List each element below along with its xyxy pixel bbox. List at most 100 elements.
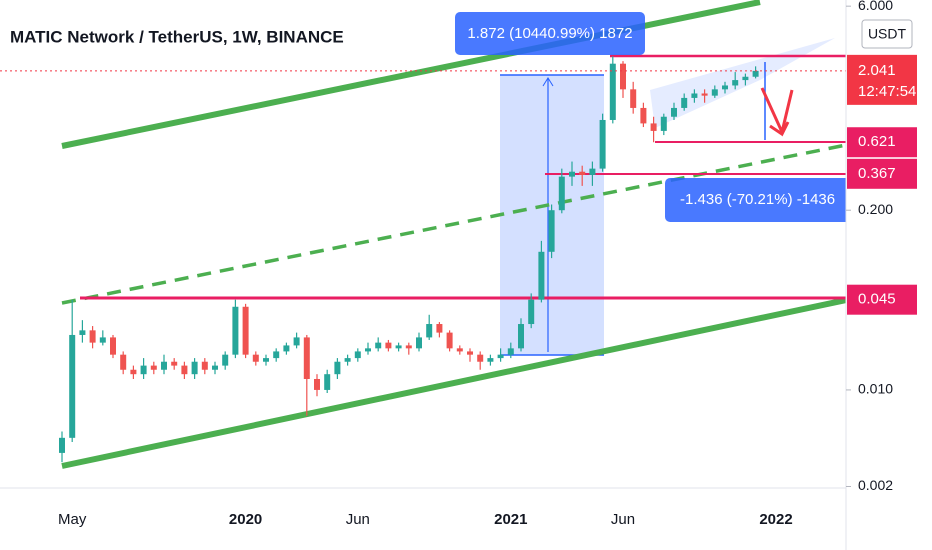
y-tick-label: 0.010 [858,381,893,397]
x-tick-label: May [58,511,87,528]
candle-body [660,116,667,131]
candle-body [59,437,65,453]
red-arrow [760,87,794,137]
last-price-badge [847,54,917,105]
candle-body [446,332,453,349]
candle-body [293,337,300,346]
candle-body [579,171,586,175]
annotation-box [455,12,645,55]
candle-body [181,365,188,375]
candle-body [620,63,626,90]
candle-body [385,342,392,349]
candle-body [507,348,514,355]
candle-body [89,330,96,343]
x-tick-label: 2020 [229,511,262,528]
candle-body [171,361,178,366]
drawings: 1.872 (10440.99%) 1872 -1.436 (-70.21%) … [0,0,846,469]
candle-body [252,354,259,362]
candle-body [436,324,443,333]
y-tick-label: 0.002 [858,477,893,493]
candle-body [201,361,208,370]
chart-title: MATIC Network / TetherUS, 1W, BINANCE [10,27,344,46]
candle-body [518,324,524,349]
candle-body [314,378,320,390]
candle-body [99,337,106,343]
annotation-box [665,178,846,222]
candle-body [426,324,433,338]
candle-body [79,330,86,335]
candle-body [334,361,341,375]
candle-body [558,176,565,211]
candle-body [742,76,749,81]
price-badge [847,284,917,315]
candle-body [722,85,728,90]
price-badge-label: 0.045 [858,291,896,308]
candle-body [416,337,422,349]
candle-body [609,63,616,120]
trend-line [61,297,846,469]
candle-body [548,210,555,252]
candle-body [120,354,127,370]
candle-body [273,351,280,359]
candle-body [354,351,361,359]
candle-body [110,337,116,355]
price-badge-label: 0.621 [858,133,896,150]
annotation: 1.872 (10440.99%) 1872 [467,25,632,42]
candle-body [232,306,239,355]
last-price-label: 2.041 [858,62,896,79]
candle-body [405,345,412,349]
candle-body [395,345,402,349]
candle-body [528,299,535,325]
candle-body [467,351,473,355]
candle-body [212,365,218,370]
candle-body [191,361,198,375]
currency[interactable]: USDT [868,26,907,42]
candle-body [69,334,76,438]
candle-body [375,342,382,349]
candle-body [487,358,494,362]
candle-body [303,337,310,379]
candle-body [140,365,147,375]
candles [59,56,759,463]
axes: 6.000 0.200 0.010 0.002 May 2020 Jun 2021 Jun 202… [58,0,917,528]
candle-body [640,107,647,124]
candle-body [344,358,351,362]
x-tick-label: Jun [611,511,635,528]
annotation: -1.436 (-70.21%) -1436 [680,191,835,208]
countdown: 12:47:54 [858,83,916,100]
candle-body [283,345,290,352]
wedge [650,38,835,128]
x-tick-label: 2022 [759,511,792,528]
candle-body [701,93,708,96]
candle-body [691,93,698,98]
currency-button[interactable] [861,19,913,49]
candle-body [599,119,606,169]
candle-body [477,354,484,362]
candle-body [150,365,157,370]
candle-body [324,374,331,390]
candle-body [242,306,249,355]
x-tick-label: 2021 [494,511,527,528]
candle-body [130,369,137,375]
candle-body [732,80,739,86]
candle-body [671,107,677,117]
candle-body [569,171,575,177]
price-badge [847,158,917,189]
y-tick-label: 6.000 [858,0,893,13]
candle-body [161,361,167,370]
trend-line-dashed [61,143,846,305]
candle-body [711,89,718,96]
candle-body [263,358,269,362]
candle-body [589,168,596,175]
candle-body [681,97,688,108]
price-badge-label: 0.367 [858,165,896,182]
candle-body [456,348,463,352]
candle-body [222,354,229,366]
candle-body [752,70,759,77]
candle-body [630,89,637,108]
candle-body [650,123,657,131]
x-tick-label: Jun [346,511,370,528]
candle-body [365,348,371,352]
